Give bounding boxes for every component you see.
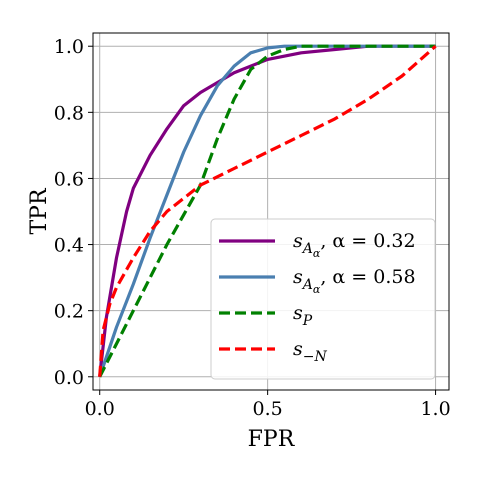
series-line-0 [98, 44, 436, 377]
legend-label-1: sAα, α = 0.58 [293, 266, 416, 296]
ticks: 0.0 0.5 1.0 0.0 0.2 0.4 0.6 0.8 1.0 [54, 36, 451, 420]
y-tick-label: 0.8 [54, 102, 84, 124]
x-tick-label: 1.0 [420, 398, 450, 420]
series-line-2 [98, 44, 436, 378]
y-tick-label: 0.0 [54, 367, 84, 389]
x-axis-label: FPR [248, 427, 296, 452]
legend-label-0: sAα, α = 0.32 [293, 230, 416, 260]
series-line-3 [98, 45, 437, 377]
y-tick-label: 0.6 [54, 168, 84, 190]
legend: sAα, α = 0.32 sAα, α = 0.58 sP s−N [210, 218, 436, 380]
x-tick-label: 0.0 [85, 398, 115, 420]
series-layer [98, 44, 437, 378]
legend-label-2: sP [293, 302, 313, 329]
plot-frame [92, 32, 450, 391]
x-tick-label: 0.5 [253, 398, 283, 420]
y-tick-label: 0.4 [54, 235, 84, 257]
legend-box [210, 218, 436, 380]
y-tick-label: 1.0 [54, 36, 84, 58]
y-tick-label: 0.2 [54, 301, 84, 323]
legend-label-3: s−N [293, 338, 327, 365]
y-axis-label: TPR [27, 187, 52, 234]
